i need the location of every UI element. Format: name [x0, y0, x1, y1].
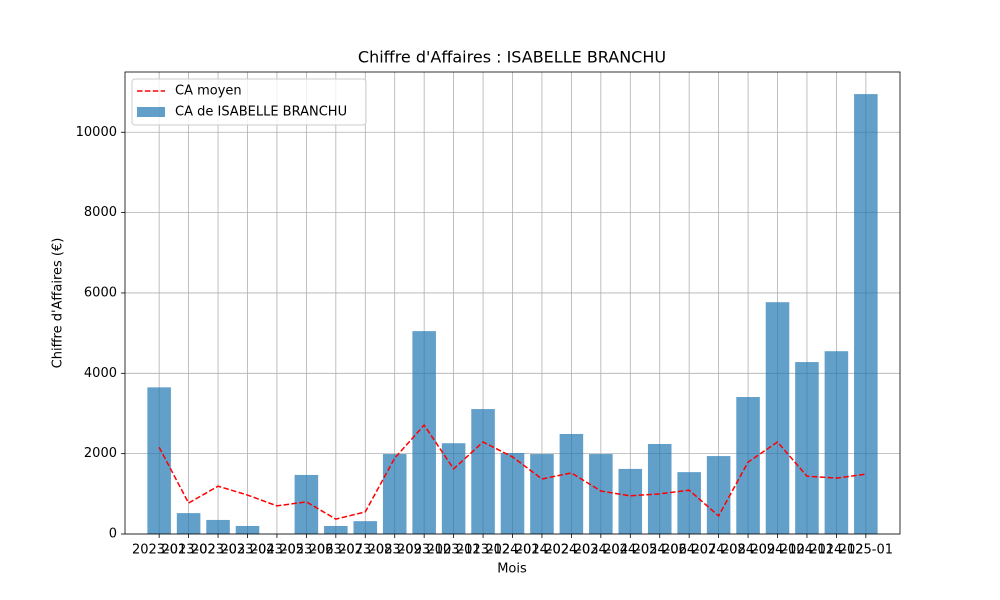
bar	[589, 454, 613, 534]
x-tick-label: 2023-06	[279, 543, 333, 558]
bar	[824, 351, 849, 534]
bar	[471, 409, 495, 534]
bar	[206, 519, 230, 534]
x-tick-label: 2024-09	[721, 543, 775, 558]
bar	[324, 525, 348, 534]
x-tick-label: 2024-06	[633, 543, 687, 558]
x-tick-label: 2023-01	[132, 543, 186, 558]
x-tick-label: 2024-07	[662, 543, 716, 558]
x-tick-label: 2024-03	[544, 543, 598, 558]
x-tick-label: 2024-04	[574, 543, 628, 558]
bar	[647, 444, 672, 534]
x-tick-label: 2023-03	[191, 543, 245, 558]
x-tick-label: 2023-04	[220, 543, 274, 558]
x-tick-label: 2024-12	[809, 543, 863, 558]
y-tick-label: 0	[109, 527, 117, 542]
x-tick-label: 2023-09	[368, 543, 422, 558]
bar	[382, 454, 407, 534]
bar	[176, 513, 201, 534]
bar	[353, 521, 378, 534]
bar	[500, 453, 525, 534]
x-tick-label: 2024-02	[515, 543, 569, 558]
bar	[441, 443, 466, 534]
x-tick-label: 2024-11	[780, 543, 834, 558]
bar	[765, 302, 790, 534]
x-tick-label: 2023-12	[456, 543, 510, 558]
x-tick-label: 2023-08	[338, 543, 392, 558]
y-tick-label: 8000	[84, 205, 117, 220]
y-tick-label: 10000	[76, 125, 117, 140]
legend-label: CA moyen	[175, 84, 242, 99]
bar	[235, 525, 260, 534]
x-axis-label: Mois	[497, 562, 527, 577]
y-axis-label: Chiffre d'Affaires (€)	[51, 238, 66, 369]
line	[158, 423, 866, 520]
bar	[854, 94, 878, 535]
legend-box	[131, 78, 367, 126]
y-tick-label: 6000	[84, 285, 117, 300]
x-tick-label: 2025-01	[839, 543, 893, 558]
bar	[559, 433, 584, 534]
bar	[530, 454, 554, 534]
x-tick-label: 2024-08	[691, 543, 745, 558]
plot-frame	[124, 71, 901, 535]
y-tick-label: 4000	[84, 366, 117, 381]
bar	[412, 331, 436, 534]
legend-swatch	[137, 107, 165, 117]
bar	[795, 362, 819, 534]
x-tick-label: 2024-01	[485, 543, 539, 558]
x-tick-label: 2024-05	[603, 543, 657, 558]
x-tick-label: 2024-10	[750, 543, 804, 558]
bar	[294, 474, 319, 534]
bar	[618, 468, 643, 534]
bar	[736, 397, 760, 534]
legend: CA moyen CA de ISABELLE BRANCHU	[131, 78, 367, 126]
x-tick-label: 2023-05	[250, 543, 304, 558]
x-tick-label: 2023-07	[309, 543, 363, 558]
bar	[677, 472, 701, 534]
y-tick-label: 2000	[84, 446, 117, 461]
chart-title: Chiffre d'Affaires : ISABELLE BRANCHU	[358, 48, 666, 67]
x-tick-label: 2023-11	[426, 543, 480, 558]
bar	[706, 456, 731, 534]
legend-label: CA de ISABELLE BRANCHU	[175, 105, 347, 120]
x-tick-label: 2023-10	[397, 543, 451, 558]
bar	[147, 387, 171, 534]
x-tick-label: 2023-02	[161, 543, 215, 558]
